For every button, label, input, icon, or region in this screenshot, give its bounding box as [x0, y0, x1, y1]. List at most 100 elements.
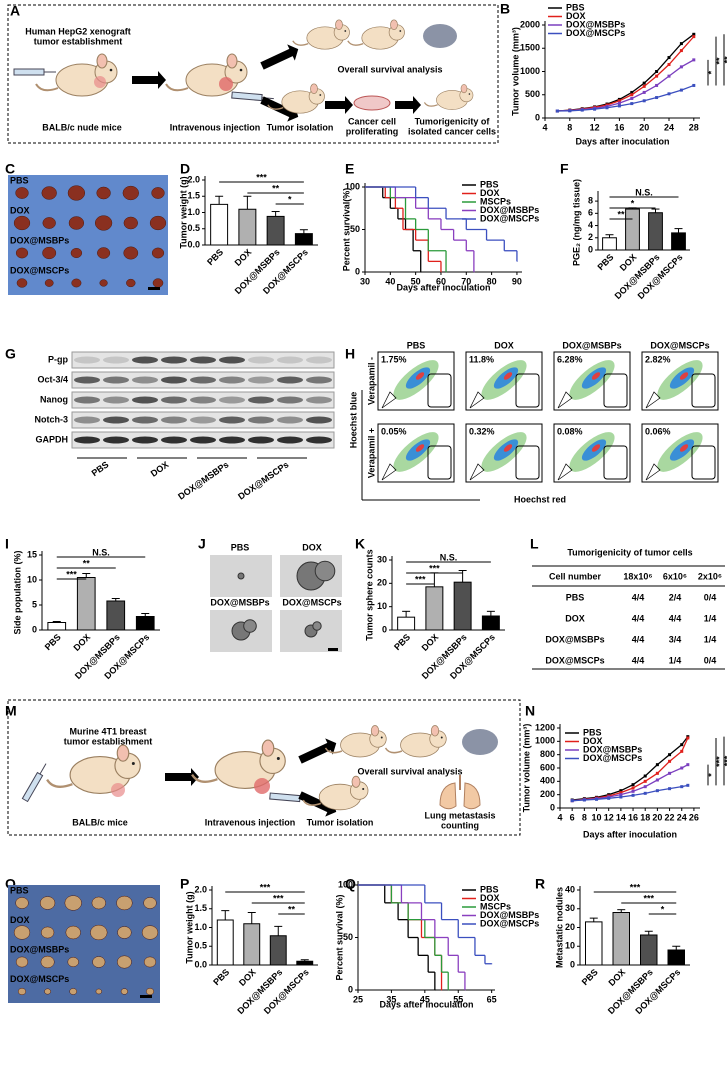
bar — [453, 581, 472, 631]
point — [679, 49, 683, 53]
label: GAPDH — [35, 434, 68, 444]
point — [580, 108, 584, 112]
dish — [353, 95, 391, 111]
mouse-illustration — [302, 775, 369, 811]
point — [655, 771, 659, 775]
tumor — [65, 925, 81, 940]
y-axis-label: Tumor volume (mm³) — [510, 27, 520, 116]
point — [686, 763, 690, 767]
label: 18x10⁶ — [623, 571, 652, 581]
tumor — [117, 926, 132, 939]
label: PBS — [407, 340, 426, 350]
blot-band — [248, 356, 274, 364]
mouse-part — [351, 775, 361, 788]
x-axis-label: Days after inoculation — [379, 999, 473, 1009]
x-tick-label: 12 — [604, 812, 614, 822]
point — [630, 102, 634, 106]
x-tick-label: 60 — [436, 276, 446, 286]
panel-label: P — [180, 876, 189, 892]
x-tick-label: 16 — [614, 122, 624, 132]
point — [631, 793, 635, 797]
mouse-part — [423, 102, 438, 107]
tumor — [91, 896, 106, 910]
tumor-photo — [8, 885, 160, 1003]
label: Nanog — [40, 394, 68, 404]
bar — [296, 960, 314, 966]
y-tick-label: 0 — [588, 244, 593, 254]
tumor — [151, 187, 165, 199]
label: DOX@MSCPs — [282, 597, 341, 607]
label: 2.82% — [645, 354, 671, 364]
y-tick-label: 0.5 — [187, 223, 200, 233]
legend-label: DOX@MSCPs — [480, 213, 539, 223]
label: DOX — [149, 459, 171, 478]
point — [642, 84, 646, 88]
mouse-part — [302, 799, 322, 806]
label: PBS — [90, 459, 111, 478]
significance-label: *** — [714, 756, 724, 767]
legend-label: MSCPs — [480, 196, 511, 206]
y-tick-label: 1.0 — [187, 207, 200, 217]
mouse-illustration — [384, 725, 447, 758]
blot-band — [190, 376, 216, 384]
blot-band — [248, 416, 274, 424]
mouse-part — [430, 725, 440, 737]
x-tick-label: 8 — [582, 812, 587, 822]
tumor — [92, 956, 106, 968]
y-axis-label: Tumor weight (g) — [184, 891, 194, 963]
mouse-part — [226, 53, 238, 69]
mouse-illustration — [35, 53, 118, 97]
label: DOX@MSCPs — [10, 265, 69, 275]
point — [619, 795, 623, 799]
label: Intravenous injection — [205, 817, 296, 827]
point — [631, 789, 635, 793]
x-tick-label: 18 — [640, 812, 650, 822]
label: 2/4 — [669, 592, 682, 602]
label: DOX@MSCPs — [236, 459, 290, 501]
tumor — [40, 955, 55, 969]
x-tick-label: 90 — [512, 276, 522, 286]
tumor — [69, 988, 78, 995]
panel-label: N — [525, 703, 535, 719]
y-tick-label: 800 — [540, 749, 555, 759]
series-line — [557, 36, 695, 112]
label: 4/4 — [632, 613, 645, 623]
significance-label: *** — [722, 755, 727, 766]
point — [617, 104, 621, 108]
legend-label: DOX — [583, 736, 603, 746]
tumor — [126, 278, 136, 288]
label: 1/4 — [704, 634, 717, 644]
legend-label: PBS — [480, 179, 499, 189]
blot-band — [219, 396, 245, 404]
y-tick-label: 0 — [355, 266, 360, 276]
mouse-part — [191, 773, 218, 783]
x-tick-label: 28 — [689, 122, 699, 132]
legend-label: DOX — [480, 893, 500, 903]
significance-label: ** — [617, 209, 625, 219]
tumor — [145, 987, 155, 996]
tumor — [152, 278, 164, 288]
x-tick-label: 4 — [542, 122, 547, 132]
bar — [481, 615, 500, 631]
point — [655, 763, 659, 767]
tumor — [13, 925, 31, 940]
bar — [266, 215, 285, 246]
label: DOX@MSCPs — [10, 974, 69, 984]
tumor — [97, 247, 111, 259]
x-tick-label: 22 — [665, 812, 675, 822]
point — [655, 83, 659, 87]
label: P-gp — [48, 354, 68, 364]
gate — [381, 391, 397, 409]
panel-label: M — [5, 703, 17, 719]
bar — [640, 934, 658, 966]
tumor — [40, 926, 55, 939]
panel-label: L — [530, 536, 539, 552]
tumor — [151, 247, 165, 259]
label: Human HepG2 xenograft — [25, 26, 131, 36]
y-tick-label: 30 — [377, 554, 387, 564]
schematic-frame — [7, 4, 499, 144]
tumor — [41, 186, 57, 200]
tumor — [219, 77, 233, 91]
y-tick-label: 30 — [565, 903, 575, 913]
